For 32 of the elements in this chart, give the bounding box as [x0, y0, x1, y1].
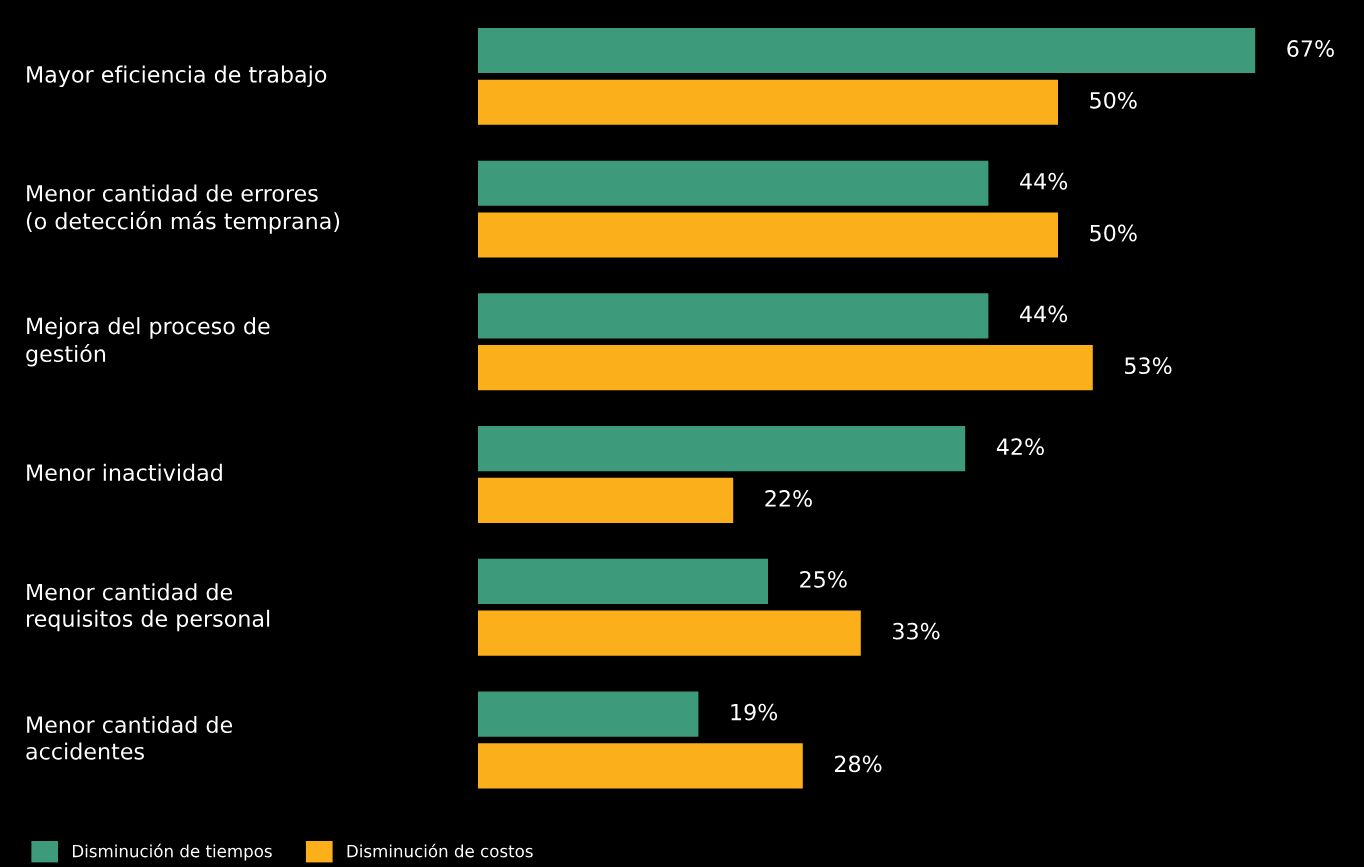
data-label: 28% — [834, 755, 882, 773]
data-label: 42% — [996, 438, 1044, 456]
data-label: 50% — [1090, 91, 1137, 109]
bar — [478, 558, 768, 604]
bar — [478, 27, 1256, 74]
bar — [478, 293, 989, 339]
data-label: 25% — [800, 570, 847, 588]
bar — [478, 160, 989, 206]
bar — [478, 345, 1093, 391]
bar — [478, 743, 803, 789]
y-tick-label: Menor inactividad — [27, 463, 222, 481]
data-label: 19% — [731, 703, 778, 721]
y-tick-label: Menor cantidad de errores (o detección más temprana) — [26, 184, 340, 234]
bar — [478, 477, 734, 523]
data-label: 53% — [1125, 357, 1172, 375]
y-tick-label: Mayor eficiencia de trabajo — [27, 65, 327, 88]
legend-label: Disminución de costos — [347, 843, 533, 858]
y-tick-label: Menor cantidad de requisitos de personal — [27, 583, 270, 632]
data-label: 33% — [893, 622, 940, 640]
bar — [478, 426, 966, 472]
data-label: 44% — [1020, 172, 1068, 190]
data-label: 22% — [765, 490, 812, 507]
y-tick-label: Menor cantidad de accidentes — [26, 715, 233, 760]
data-label: 50% — [1090, 224, 1137, 242]
data-label: 67% — [1287, 40, 1334, 57]
legend-label: Disminución de tiempos — [73, 843, 272, 861]
bar — [478, 212, 1058, 258]
bar — [478, 79, 1058, 125]
bar — [478, 691, 699, 737]
y-tick-label: Mejora del proceso de gestión — [26, 317, 270, 367]
data-label: 44% — [1020, 305, 1068, 323]
bar — [478, 610, 861, 656]
